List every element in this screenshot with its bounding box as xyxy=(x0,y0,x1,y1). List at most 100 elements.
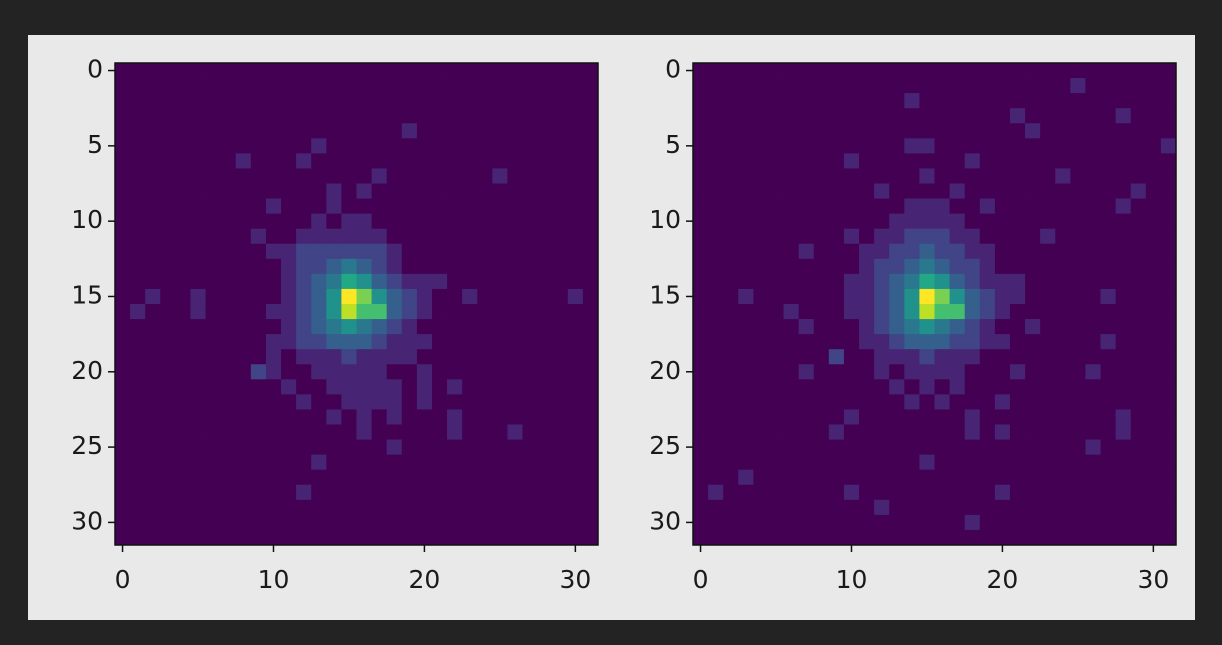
heatmap-cell xyxy=(537,334,554,350)
heatmap-cell xyxy=(447,424,463,440)
heatmap-cell xyxy=(813,349,830,365)
heatmap-cell xyxy=(250,288,267,305)
heatmap-cell xyxy=(190,138,206,154)
heatmap-cell xyxy=(798,409,815,425)
y-tick-label: 25 xyxy=(649,431,681,460)
heatmap-cell xyxy=(492,288,508,305)
heatmap-cell xyxy=(220,228,237,245)
heatmap-cell xyxy=(567,469,584,486)
heatmap-cell xyxy=(934,454,950,471)
heatmap-cell xyxy=(1115,288,1132,305)
heatmap-cell xyxy=(1115,379,1132,395)
heatmap-cell xyxy=(828,123,845,139)
heatmap-cell xyxy=(281,424,297,440)
heatmap-cell xyxy=(843,213,860,230)
heatmap-cell xyxy=(768,454,784,471)
heatmap-cell xyxy=(492,258,508,275)
heatmap-cell xyxy=(281,514,297,531)
heatmap-cell xyxy=(462,514,478,531)
heatmap-cell xyxy=(1130,108,1147,124)
heatmap-cell xyxy=(356,439,372,456)
heatmap-cell xyxy=(190,349,206,365)
heatmap-cell xyxy=(919,424,935,440)
heatmap-cell xyxy=(537,228,554,245)
heatmap-cell xyxy=(1085,273,1101,290)
heatmap-cell xyxy=(326,138,342,154)
heatmap-cell xyxy=(115,409,131,425)
heatmap-cell xyxy=(813,514,830,531)
heatmap-cell xyxy=(1055,273,1071,290)
heatmap-cell xyxy=(371,273,388,290)
heatmap-cell xyxy=(1130,93,1147,109)
heatmap-cell xyxy=(567,78,584,94)
heatmap-cell xyxy=(1025,514,1041,531)
heatmap-cell xyxy=(431,108,448,124)
heatmap-cell xyxy=(416,63,433,79)
heatmap-cell xyxy=(567,93,584,109)
heatmap-cell xyxy=(567,379,584,395)
heatmap-cell xyxy=(401,334,418,350)
heatmap-cell xyxy=(919,123,935,139)
heatmap-cell xyxy=(552,183,569,199)
heatmap-cell xyxy=(1040,198,1056,215)
heatmap-cell xyxy=(843,319,860,335)
heatmap-cell xyxy=(190,379,206,395)
heatmap-cell xyxy=(1085,198,1101,215)
heatmap-cell xyxy=(1040,379,1056,395)
heatmap-cell xyxy=(783,334,800,350)
heatmap-cell xyxy=(1160,319,1177,335)
heatmap-cell xyxy=(843,484,860,501)
heatmap-cell xyxy=(1145,228,1162,245)
heatmap-cell xyxy=(115,288,131,305)
heatmap-cell xyxy=(723,454,739,471)
heatmap-cell xyxy=(1160,288,1177,305)
heatmap-cell xyxy=(994,63,1011,79)
heatmap-cell xyxy=(507,409,523,425)
heatmap-cell xyxy=(190,63,206,79)
heatmap-cell xyxy=(567,138,584,154)
heatmap-cell xyxy=(582,484,599,501)
heatmap-cell xyxy=(979,514,996,531)
heatmap-cell xyxy=(386,93,403,109)
heatmap-cell xyxy=(1085,304,1101,320)
heatmap-cell xyxy=(341,243,357,260)
heatmap-cell xyxy=(492,514,508,531)
heatmap-cell xyxy=(265,484,282,501)
heatmap-cell xyxy=(311,258,327,275)
heatmap-cell xyxy=(934,153,950,169)
heatmap-cell xyxy=(874,349,890,365)
heatmap-cell xyxy=(160,183,176,199)
heatmap-cell xyxy=(1100,243,1117,260)
heatmap-cell xyxy=(1145,529,1162,546)
heatmap-cell xyxy=(843,183,860,199)
heatmap-cell xyxy=(1055,334,1071,350)
heatmap-cell xyxy=(934,334,950,350)
heatmap-cell xyxy=(738,108,754,124)
heatmap-cell xyxy=(1070,93,1086,109)
heatmap-cell xyxy=(552,213,569,230)
heatmap-cell xyxy=(994,168,1011,184)
heatmap-cell xyxy=(783,379,800,395)
heatmap-cell xyxy=(843,424,860,440)
heatmap-cell xyxy=(753,198,769,215)
heatmap-cell xyxy=(889,93,905,109)
heatmap-cell xyxy=(979,424,996,440)
heatmap-cell xyxy=(874,529,890,546)
heatmap-cell xyxy=(311,138,327,154)
heatmap-cell xyxy=(567,319,584,335)
heatmap-cell xyxy=(115,469,131,486)
heatmap-cell xyxy=(1055,469,1071,486)
heatmap-cell xyxy=(130,228,146,245)
heatmap-cell xyxy=(190,439,206,456)
heatmap-cell xyxy=(371,108,388,124)
heatmap-cell xyxy=(190,123,206,139)
heatmap-cell xyxy=(843,529,860,546)
heatmap-cell xyxy=(949,484,966,501)
heatmap-cell xyxy=(919,484,935,501)
heatmap-cell xyxy=(919,183,935,199)
heatmap-cell xyxy=(175,514,191,531)
heatmap-cell xyxy=(693,409,709,425)
heatmap-cell xyxy=(889,394,905,410)
heatmap-cell xyxy=(311,123,327,139)
